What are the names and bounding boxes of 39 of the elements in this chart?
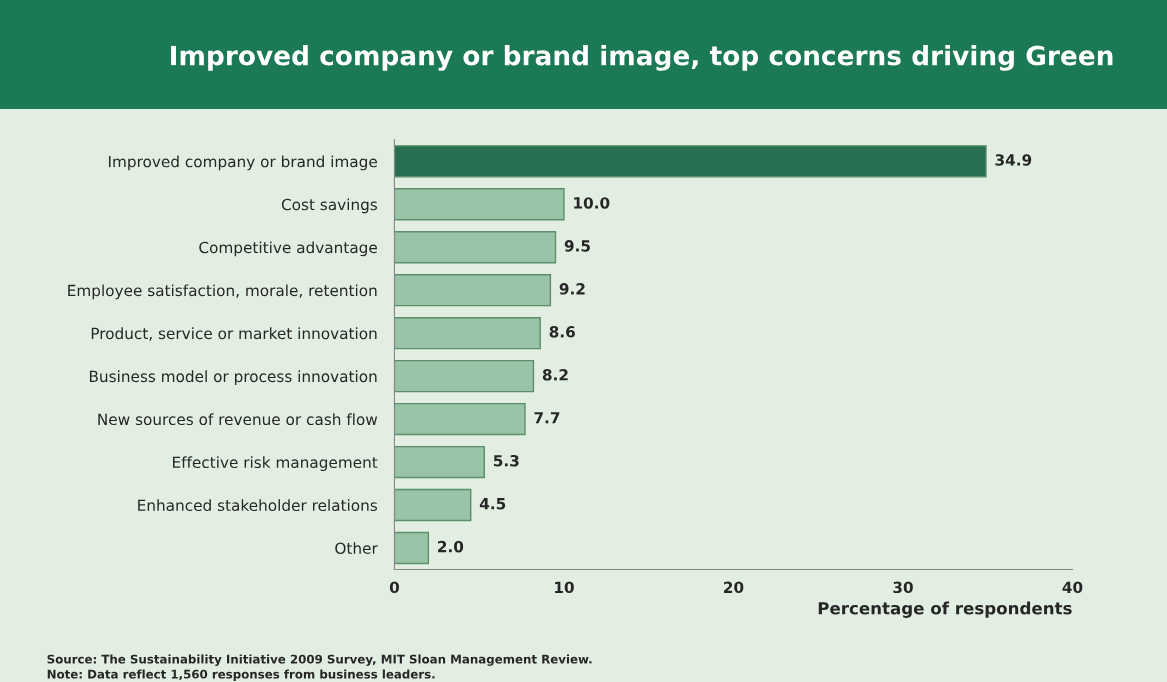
bar: [394, 188, 565, 221]
y-tick-label: Effective risk management: [173, 456, 378, 472]
y-tick-label: New sources of revenue or cash flow: [98, 413, 378, 426]
y-tick-label: Other: [335, 542, 378, 555]
bar: [394, 488, 472, 522]
y-tick-label: Enhanced stakeholder relations: [138, 499, 378, 512]
data-label: 7.7: [534, 412, 560, 424]
x-tick-label: 40: [1062, 581, 1083, 594]
data-label: 5.3: [493, 454, 519, 467]
bar: [394, 145, 987, 178]
y-tick-label: Product, service or market innovation: [91, 327, 377, 341]
x-tick-label: 10: [555, 581, 574, 594]
x-tick-label: 30: [893, 581, 913, 594]
bar: [394, 231, 557, 264]
data-label: 8.6: [549, 326, 575, 338]
y-tick-label: Business model or process innovation: [89, 370, 377, 386]
x-tick-label: 20: [724, 581, 744, 594]
bar: [394, 359, 535, 393]
bar: [394, 402, 526, 436]
bar: [394, 531, 430, 565]
data-label: 2.0: [438, 540, 464, 553]
source-note: Source: The Sustainability Initiative 2009 Survey, MIT Sloan Management Review.: [47, 654, 592, 666]
x-tick-label: 0: [389, 581, 400, 594]
y-tick-label: Employee satisfaction, morale, retention: [68, 284, 377, 300]
data-label: 4.5: [479, 498, 506, 510]
data-label: 10.0: [574, 197, 610, 209]
data-label: 8.2: [542, 369, 568, 381]
data-label: 9.2: [559, 283, 585, 295]
y-tick-label: Competitive advantage: [199, 241, 377, 257]
data-label: 34.9: [995, 154, 1032, 166]
x-axis-title: Percentage of respondents: [818, 601, 1072, 618]
data-label: 9.5: [564, 240, 590, 252]
chart-title: Improved company or brand image, top concerns driving Green: [171, 45, 1113, 71]
text: Note: Data reflect 1,560 responses from business leaders.: [47, 669, 435, 681]
bar: [394, 316, 541, 350]
y-tick-label: Improved company or brand image: [108, 155, 377, 171]
bar: [394, 445, 485, 479]
y-tick-label: Cost savings: [281, 198, 378, 214]
bar: [394, 274, 552, 307]
